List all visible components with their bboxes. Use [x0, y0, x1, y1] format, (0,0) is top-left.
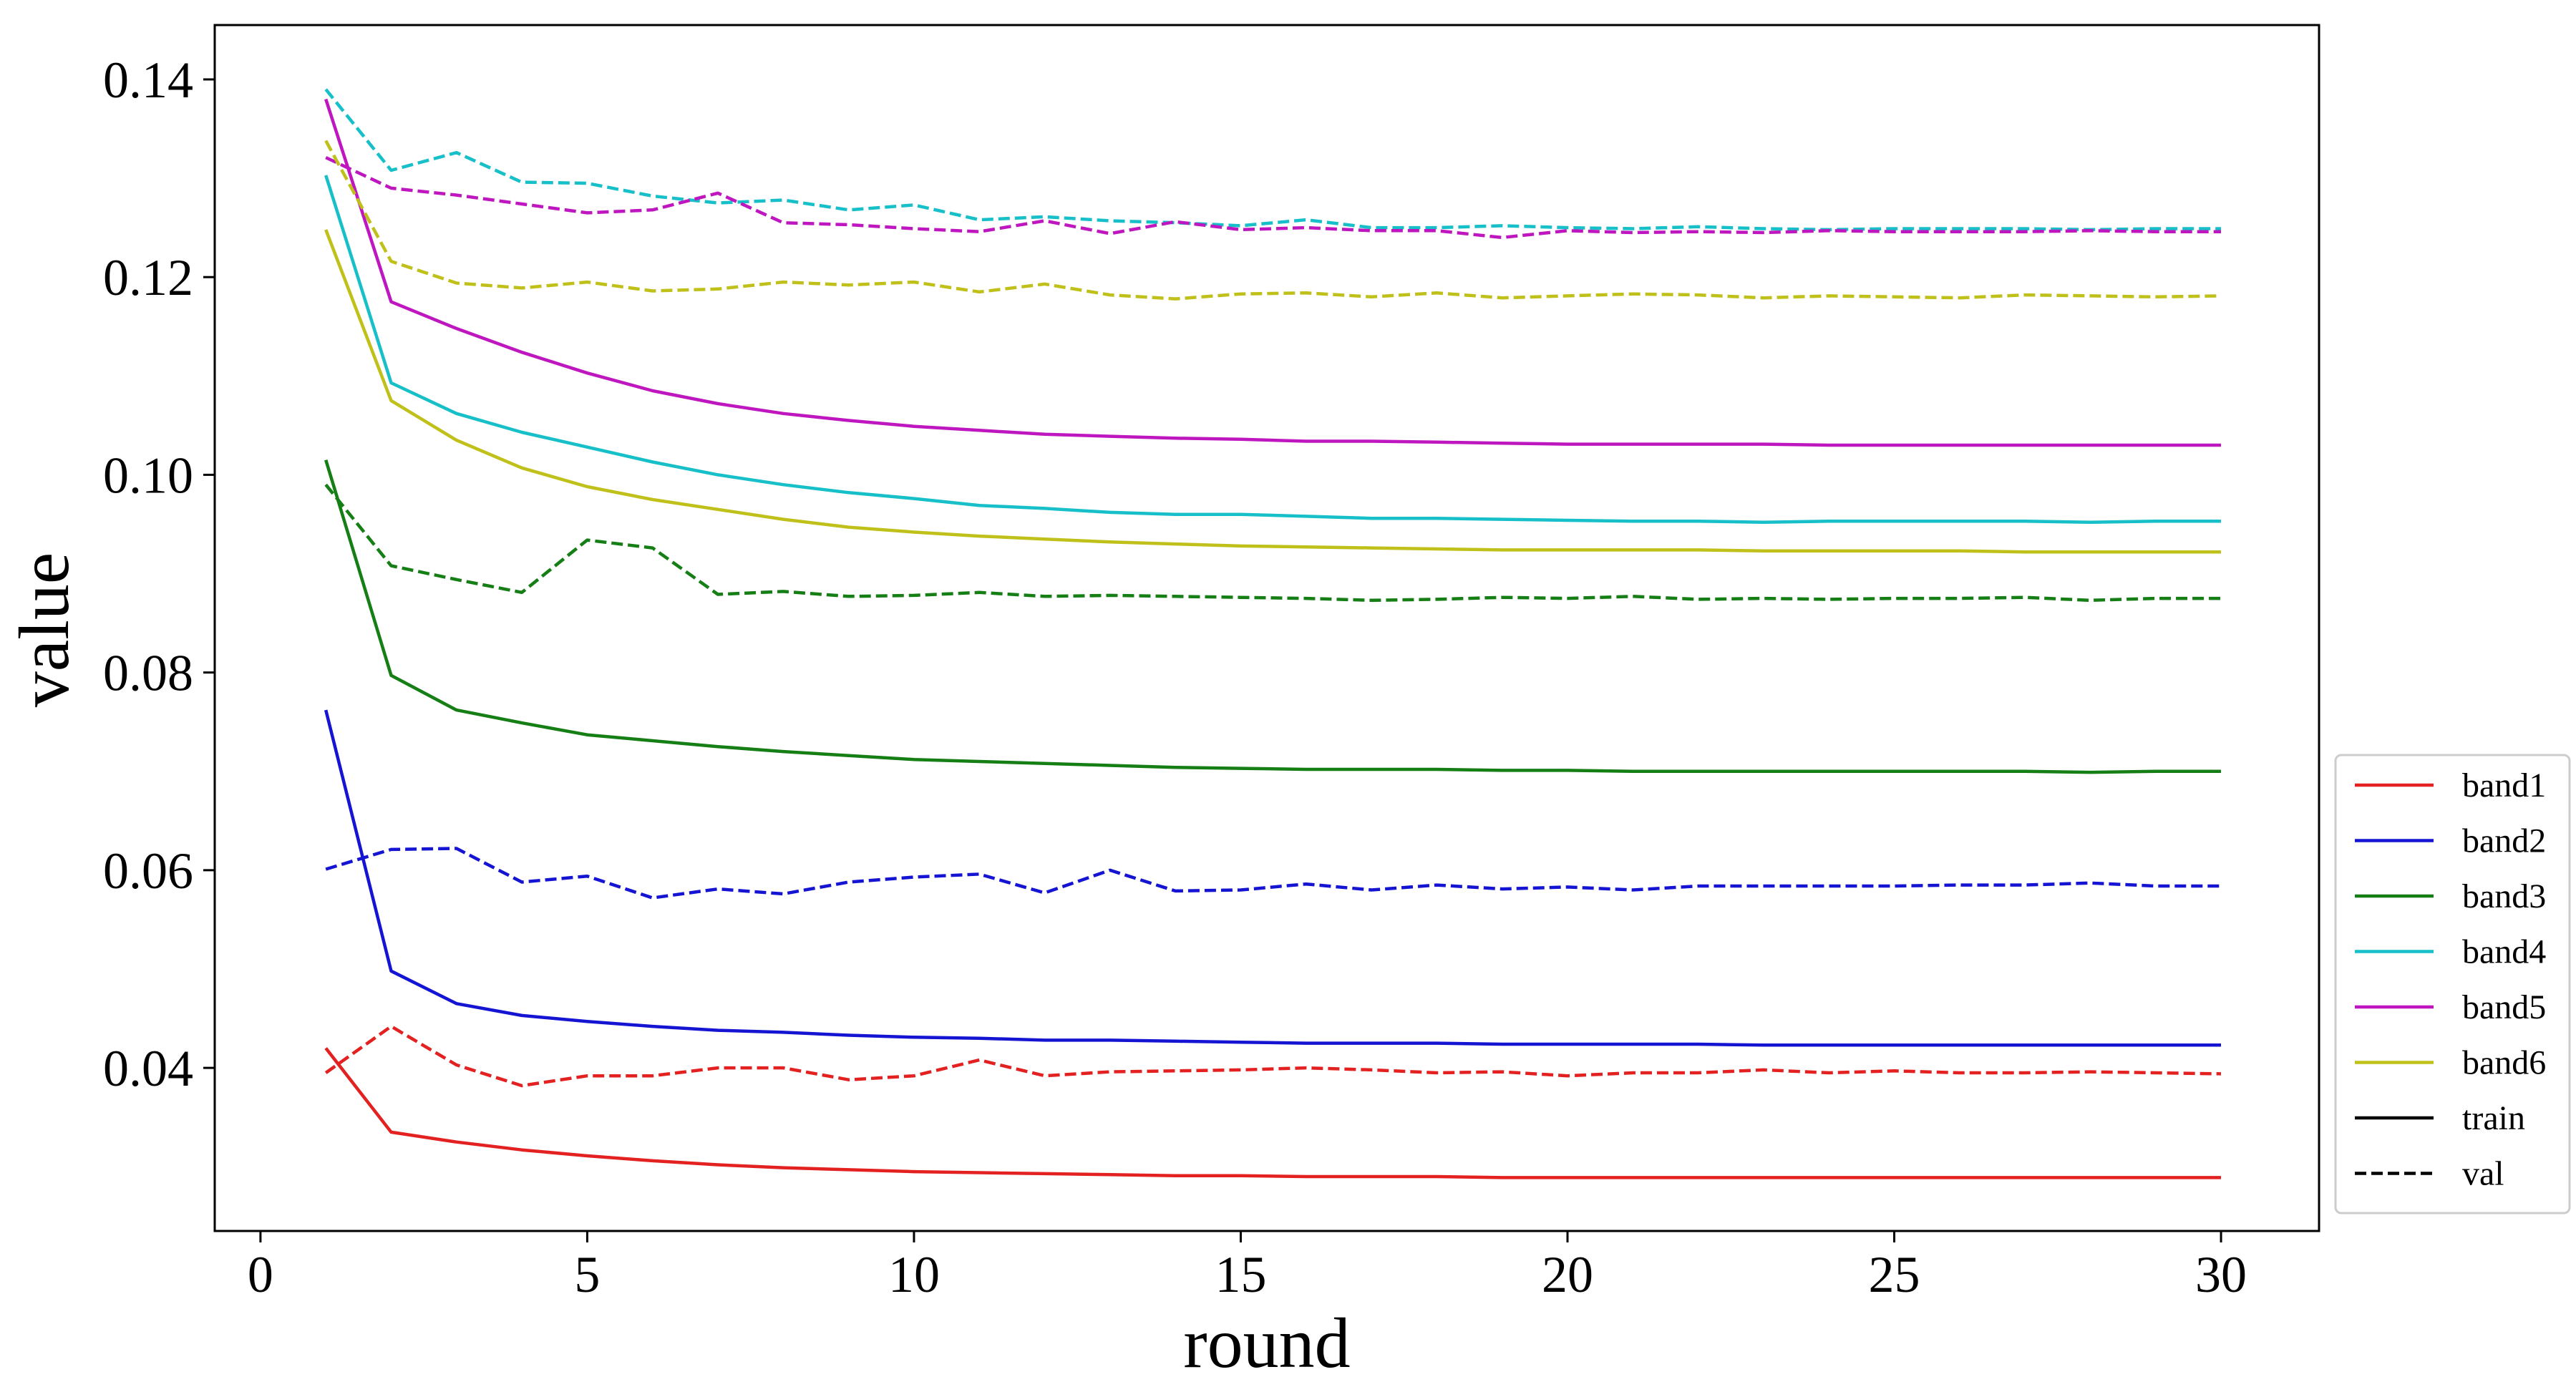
series-line-band3-train: [324, 459, 2221, 774]
x-tick-label: 0: [248, 1246, 273, 1303]
legend-label-band5: band5: [2462, 988, 2546, 1026]
series-line-band5-val: [325, 156, 2221, 240]
legend-label-band2: band2: [2462, 822, 2546, 860]
series-line-band3-val: [324, 483, 2221, 603]
x-axis: 0 5 10 15 20 25 30: [248, 1231, 2247, 1303]
x-tick-label: 10: [888, 1246, 940, 1303]
x-tick-label: 15: [1215, 1246, 1266, 1303]
series-line-band5-train: [324, 98, 2221, 447]
x-axis-label: round: [1183, 1303, 1350, 1383]
legend-label-band1: band1: [2462, 766, 2546, 804]
y-tick-label: 0.14: [103, 52, 193, 109]
y-axis: 0.04 0.06 0.08 0.10 0.12 0.14: [103, 52, 215, 1097]
series-line-band4-val: [324, 88, 2221, 232]
x-tick-label: 20: [1542, 1246, 1593, 1303]
series-line-band6-train: [324, 229, 2221, 554]
legend: band1 band2 band3 band4 band5 band6 train val: [2334, 754, 2571, 1215]
y-tick-label: 0.08: [103, 645, 193, 702]
plot-frame: [213, 24, 2320, 1232]
series-line-band6-val: [324, 140, 2222, 301]
legend-label-band6: band6: [2462, 1044, 2546, 1082]
legend-label-val: val: [2462, 1155, 2504, 1193]
series-line-band1-train: [324, 1047, 2221, 1179]
legend-label-band4: band4: [2462, 933, 2546, 971]
series-layer: [324, 88, 2222, 1179]
y-axis-label: value: [4, 553, 84, 708]
x-tick-label: 30: [2195, 1246, 2247, 1303]
legend-frame: [2334, 754, 2571, 1215]
y-tick-label: 0.06: [103, 842, 193, 900]
y-tick-label: 0.12: [103, 249, 193, 306]
series-line-band2-val: [325, 847, 2221, 900]
legend-label-band3: band3: [2462, 877, 2546, 915]
x-tick-label: 5: [574, 1246, 600, 1303]
legend-label-train: train: [2462, 1099, 2525, 1137]
y-tick-label: 0.10: [103, 447, 193, 504]
series-line-band2-train: [324, 709, 2221, 1047]
x-tick-label: 25: [1869, 1246, 1920, 1303]
series-line-band4-train: [324, 175, 2221, 524]
series-line-band1-val: [324, 1024, 2222, 1088]
y-tick-label: 0.04: [103, 1040, 193, 1097]
